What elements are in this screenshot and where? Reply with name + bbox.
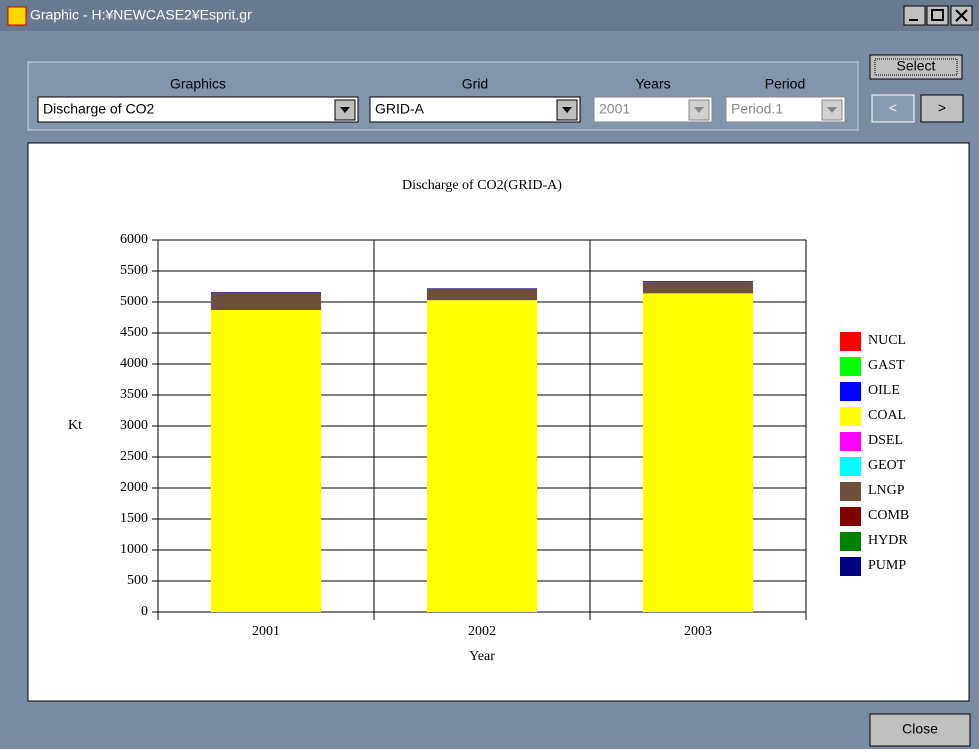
graphics-label: Graphics: [170, 76, 226, 92]
y-tick-label: 5500: [120, 263, 148, 278]
bar-segment: [426, 300, 538, 612]
bar-segment: [642, 281, 754, 283]
legend-label: HYDR: [868, 533, 908, 548]
title-buttons: [903, 5, 973, 26]
bar-segment: [210, 310, 322, 612]
y-tick-label: 500: [127, 573, 148, 588]
x-tick-label: 2002: [468, 624, 496, 639]
y-tick-label: 5000: [120, 294, 148, 309]
bar-segment: [642, 282, 754, 294]
x-tick-label: 2003: [684, 624, 712, 639]
x-tick-label: 2001: [252, 624, 280, 639]
next-label: >: [938, 100, 946, 116]
legend-swatch: [840, 532, 861, 551]
legend-label: LNGP: [868, 483, 905, 498]
select-label: Select: [897, 58, 936, 74]
period-label: Period: [765, 76, 805, 92]
x-axis-label: Year: [469, 649, 495, 664]
title-bar: [0, 0, 979, 31]
bar-segment: [426, 288, 538, 301]
y-tick-label: 4000: [120, 356, 148, 371]
y-tick-label: 4500: [120, 325, 148, 340]
y-tick-label: 3500: [120, 387, 148, 402]
prev-label: <: [889, 100, 897, 116]
app-icon: [7, 6, 27, 26]
legend-swatch: [840, 457, 861, 476]
legend-label: GEOT: [868, 458, 906, 473]
close-label: Close: [902, 721, 938, 737]
legend-swatch: [840, 332, 861, 351]
y-tick-label: 2500: [120, 449, 148, 464]
years-label: Years: [635, 76, 670, 92]
bar-segment: [210, 292, 322, 293]
bar-segment: [210, 292, 322, 311]
legend-label: COAL: [868, 408, 906, 423]
prev-button[interactable]: <: [871, 94, 915, 123]
legend-swatch: [840, 432, 861, 451]
grid-combo[interactable]: GRID-A: [369, 96, 581, 123]
legend-label: OILE: [868, 383, 900, 398]
chart-title: Discharge of CO2(GRID-A): [402, 178, 562, 193]
legend-label: PUMP: [868, 558, 906, 573]
y-tick-label: 0: [141, 604, 148, 619]
y-axis-label: Kt: [68, 418, 82, 433]
bar-segment: [642, 293, 754, 612]
window-title: Graphic - H:¥NEWCASE2¥Esprit.gr: [30, 7, 252, 23]
close-button[interactable]: Close: [869, 713, 971, 747]
legend-swatch: [840, 357, 861, 376]
y-tick-label: 1000: [120, 542, 148, 557]
select-button[interactable]: Select: [869, 54, 963, 80]
y-tick-label: 1500: [120, 511, 148, 526]
bar-segment: [426, 288, 538, 289]
legend-swatch: [840, 407, 861, 426]
chart: Discharge of CO2(GRID-A) Year Kt 0 500 100…: [68, 178, 909, 664]
y-tick-label: 3000: [120, 418, 148, 433]
years-value: 2001: [599, 101, 630, 117]
graphics-combo[interactable]: Discharge of CO2: [37, 96, 359, 123]
legend-swatch: [840, 482, 861, 501]
legend-label: GAST: [868, 358, 905, 373]
maximize-button[interactable]: [926, 5, 949, 26]
grid-value: GRID-A: [375, 101, 425, 117]
graphics-value: Discharge of CO2: [43, 101, 154, 117]
y-tick-label: 2000: [120, 480, 148, 495]
legend-label: DSEL: [868, 433, 903, 448]
next-button[interactable]: >: [920, 94, 964, 123]
period-combo: Period.1: [725, 96, 846, 123]
years-combo: 2001: [593, 96, 713, 123]
legend-swatch: [840, 382, 861, 401]
minimize-button[interactable]: [903, 5, 926, 26]
legend-swatch: [840, 557, 861, 576]
grid-label: Grid: [462, 76, 488, 92]
legend-label: NUCL: [868, 333, 906, 348]
y-tick-label: 6000: [120, 232, 148, 247]
legend-swatch: [840, 507, 861, 526]
period-value: Period.1: [731, 101, 783, 117]
legend-label: COMB: [868, 508, 909, 523]
